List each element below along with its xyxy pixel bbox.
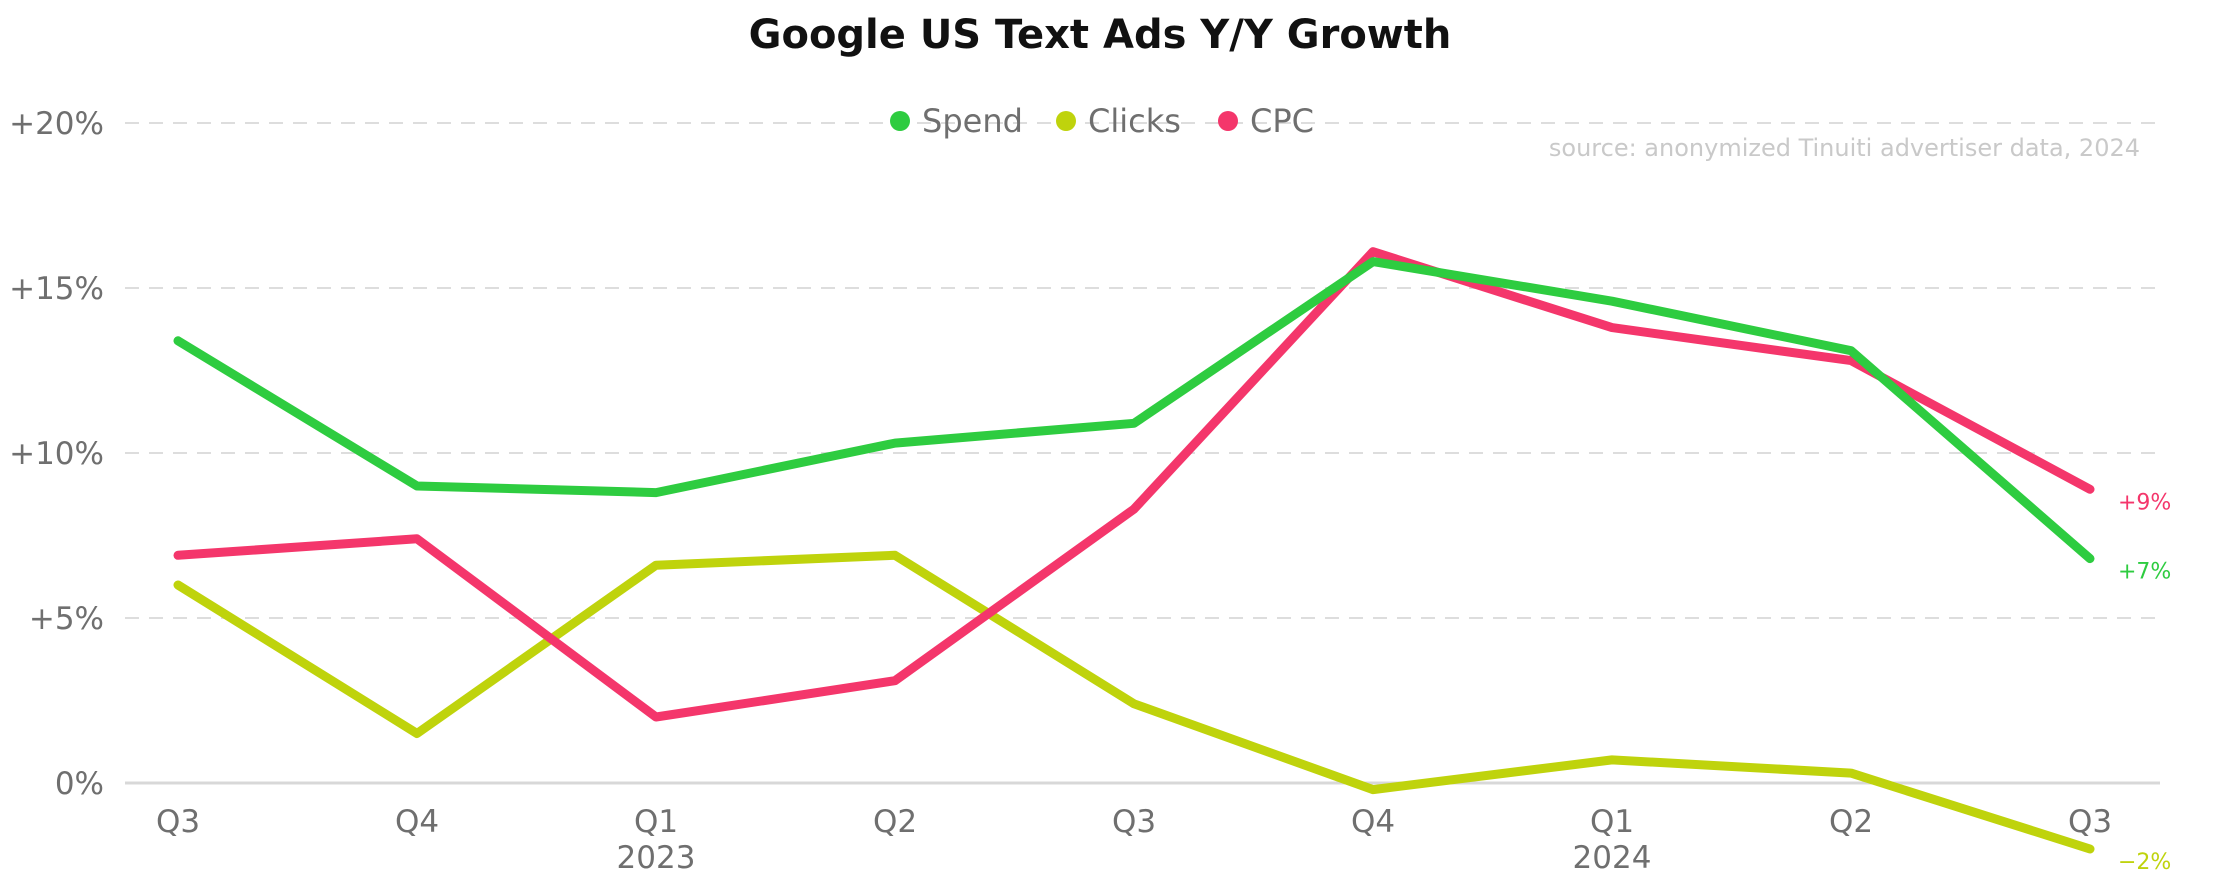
x-tick-label: Q2 xyxy=(873,804,917,840)
y-axis-tick-labels: +20% +15% +10% +5% 0% xyxy=(9,106,104,802)
grid xyxy=(125,122,2160,785)
x-year-label: 2024 xyxy=(1573,840,1652,870)
x-tick-label: Q4 xyxy=(1351,804,1395,840)
x-year-label: 2023 xyxy=(617,840,696,870)
y-tick-label: 0% xyxy=(55,766,104,802)
legend: Spend Clicks CPC xyxy=(890,102,1314,140)
source-note: source: anonymized Tinuiti advertiser da… xyxy=(1549,134,2140,162)
legend-label-clicks: Clicks xyxy=(1088,102,1181,140)
x-tick-label: Q1 xyxy=(1590,804,1634,840)
x-tick-label: Q1 xyxy=(634,804,678,840)
x-tick-label: Q3 xyxy=(156,804,200,840)
y-tick-label: +10% xyxy=(9,436,104,472)
x-tick-label: Q3 xyxy=(2068,804,2112,840)
legend-marker-cpc xyxy=(1218,111,1238,131)
x-tick-label: Q4 xyxy=(395,804,439,840)
end-label-clicks: −2% xyxy=(2118,850,2171,870)
end-label-spend: +7% xyxy=(2118,560,2171,585)
x-tick-label: Q3 xyxy=(1112,804,1156,840)
y-tick-label: +15% xyxy=(9,271,104,307)
x-tick-label: Q2 xyxy=(1829,804,1873,840)
series-line-cpc xyxy=(173,247,2095,722)
series-end-labels: +7% −2% +9% xyxy=(2118,490,2171,870)
legend-label-cpc: CPC xyxy=(1250,102,1314,140)
end-label-cpc: +9% xyxy=(2118,490,2171,515)
x-axis-tick-labels: Q3 Q4 Q1 Q2 Q3 Q4 Q1 Q2 Q3 2023 2024 xyxy=(156,804,2112,870)
legend-label-spend: Spend xyxy=(922,102,1023,140)
chart-title: Google US Text Ads Y/Y Growth xyxy=(749,12,1452,58)
legend-marker-clicks xyxy=(1056,111,1076,131)
y-tick-label: +20% xyxy=(9,106,104,142)
series-line-spend xyxy=(173,257,2095,564)
series-lines xyxy=(173,247,2095,854)
series-line-clicks xyxy=(173,550,2095,854)
y-tick-label: +5% xyxy=(29,601,104,637)
legend-marker-spend xyxy=(890,111,910,131)
